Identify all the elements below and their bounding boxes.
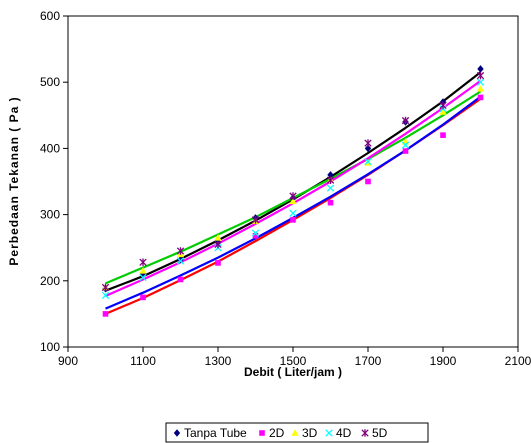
- data-point-series-1: [177, 276, 184, 283]
- data-point-series-4: [289, 192, 297, 200]
- x-tick-label: 900: [58, 354, 78, 368]
- data-point-series-2: [289, 197, 297, 205]
- data-point-series-1: [402, 148, 409, 154]
- data-point-series-0: [139, 270, 147, 278]
- legend-label-3: 4D: [336, 426, 352, 440]
- data-point-series-3: [139, 273, 147, 282]
- data-point-series-2: [476, 85, 485, 92]
- data-point-series-0: [177, 255, 184, 264]
- data-point-series-3: [364, 157, 372, 166]
- data-point-series-2: [214, 233, 222, 241]
- data-point-series-3: [251, 229, 260, 237]
- y-tick-label: 300: [40, 208, 60, 222]
- data-point-series-2: [439, 108, 447, 115]
- data-point-series-4: [439, 101, 447, 110]
- legend-entries: Tanpa Tube 2D 3D 4D 5D: [173, 426, 388, 440]
- y-axis-ticks: 100 200 300 400 500 600: [40, 9, 68, 354]
- x-tick-label: 1100: [130, 354, 156, 368]
- data-point-series-0: [364, 144, 372, 153]
- x-tick-label: 1500: [280, 354, 307, 368]
- legend: Tanpa Tube 2D 3D 4D 5D: [165, 422, 429, 443]
- legend-label-0: Tanpa Tube: [184, 426, 247, 440]
- data-point-series-4: [139, 258, 147, 267]
- x-tick-label: 2100: [505, 354, 531, 368]
- legend-box: [165, 422, 429, 443]
- legend-label-2: 3D: [302, 426, 318, 440]
- x-tick-label: 1300: [205, 354, 232, 368]
- data-point-series-3: [401, 141, 410, 149]
- data-point-series-4: [364, 139, 372, 147]
- y-tick-label: 400: [40, 141, 60, 155]
- y-tick-label: 100: [40, 340, 60, 354]
- data-point-series-1: [477, 94, 484, 101]
- plot-area: [67, 15, 519, 348]
- data-point-series-0: [327, 171, 334, 179]
- data-point-series-1: [440, 132, 446, 138]
- x-axis-ticks: 900 1100 1300 1500 1700 1900 2100: [58, 347, 531, 368]
- legend-marker-1: [259, 430, 265, 436]
- data-point-series-4: [101, 283, 110, 292]
- legend-label-1: 2D: [269, 426, 285, 440]
- data-point-series-4: [476, 71, 485, 80]
- data-point-series-3: [176, 257, 185, 265]
- data-point-series-1: [365, 178, 371, 185]
- data-point-series-0: [477, 65, 484, 73]
- x-axis-title: Debit ( Liter/jam ): [244, 365, 342, 379]
- data-point-series-1: [102, 311, 109, 317]
- data-point-series-4: [176, 247, 185, 255]
- data-markers: [101, 65, 485, 317]
- data-point-series-3: [101, 291, 110, 300]
- data-point-series-3: [289, 209, 297, 217]
- data-point-series-4: [401, 116, 410, 125]
- data-point-series-4: [214, 240, 222, 249]
- data-point-series-1: [140, 294, 146, 301]
- legend-label-4: 5D: [372, 426, 388, 440]
- y-axis-title: Perbedaan Tekanan ( Pa ): [7, 96, 21, 265]
- data-point-series-3: [326, 184, 335, 192]
- x-tick-label: 1700: [355, 354, 382, 368]
- data-point-series-1: [290, 217, 296, 223]
- data-point-series-1: [215, 260, 221, 266]
- x-tick-label: 1900: [430, 354, 457, 368]
- data-point-series-3: [476, 78, 485, 86]
- y-tick-label: 200: [40, 274, 60, 288]
- legend-marker-3: [325, 429, 333, 437]
- data-point-series-1: [252, 232, 259, 239]
- legend-marker-2: [291, 429, 299, 436]
- data-point-series-2: [139, 267, 147, 274]
- legend-marker-0: [173, 429, 181, 437]
- y-tick-label: 500: [40, 75, 60, 89]
- data-point-series-1: [327, 199, 334, 206]
- y-tick-label: 600: [40, 9, 60, 23]
- legend-marker-4: [361, 429, 369, 437]
- data-point-series-4: [251, 216, 260, 224]
- data-point-series-4: [326, 176, 335, 184]
